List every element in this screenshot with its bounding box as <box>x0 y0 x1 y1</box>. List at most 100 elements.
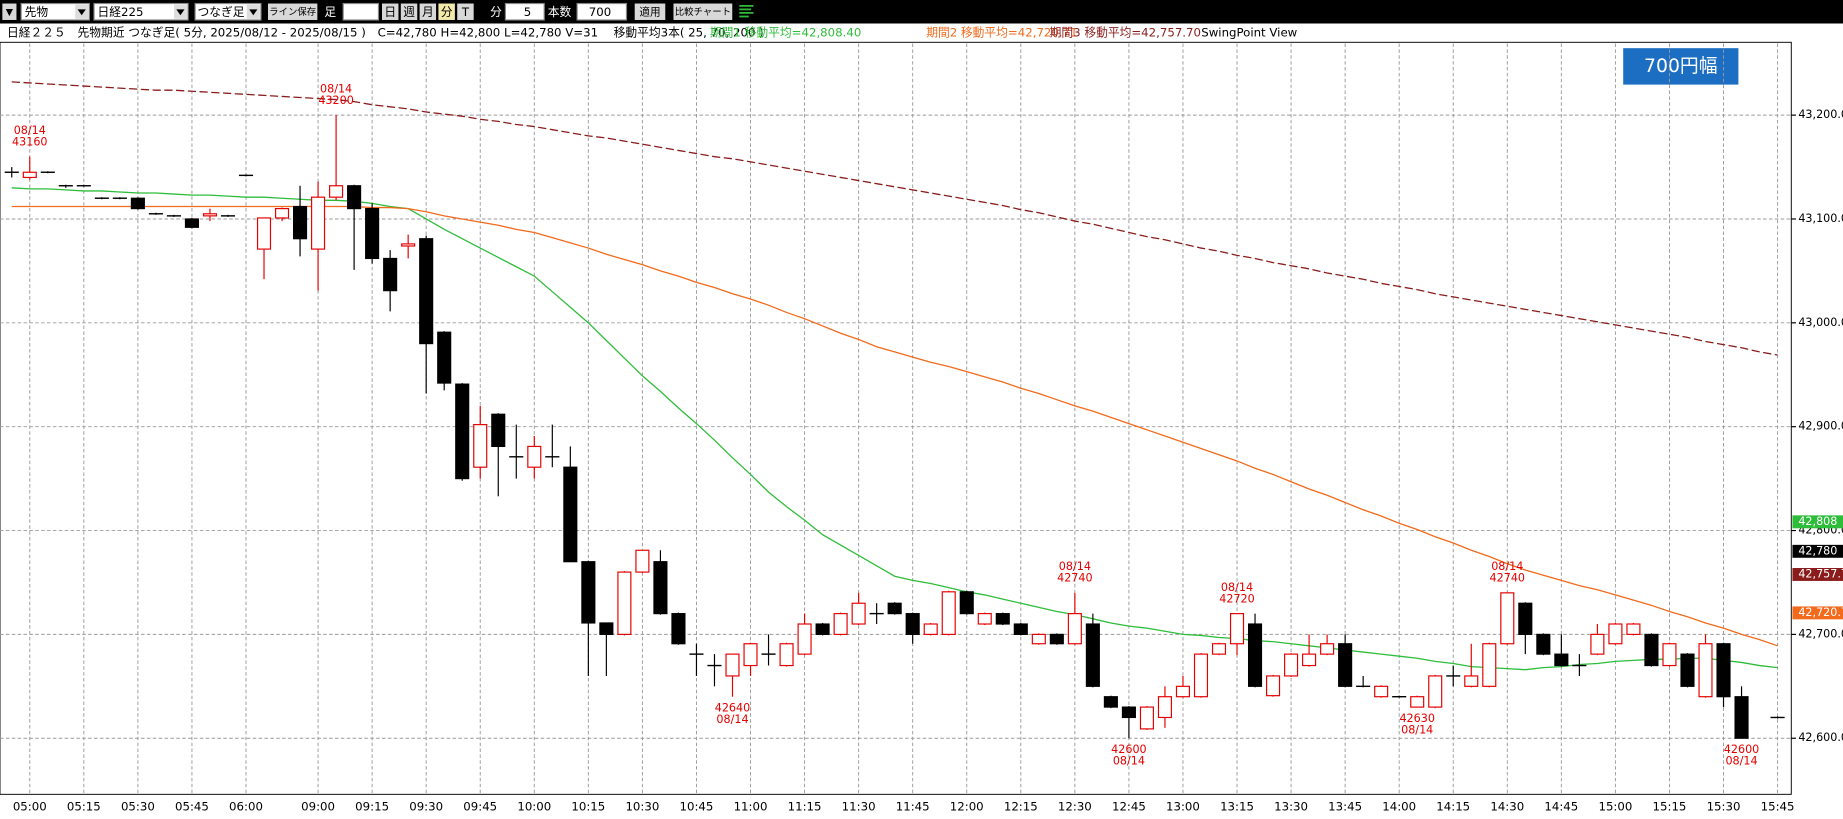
interval-input[interactable] <box>504 2 545 21</box>
legend-entry: 期間3 移動平均=42,757.70 <box>1050 25 1201 39</box>
candle <box>1446 665 1461 687</box>
candle-body <box>1121 706 1136 719</box>
period-button[interactable] <box>400 3 418 20</box>
candle <box>1374 685 1389 698</box>
apply-text: 適用 <box>639 5 660 18</box>
toolbar: ▼ 先物 日経225 つなぎ足 ライン保存 足 日 週 月 分 T 分 5 本数… <box>0 0 1843 24</box>
candle <box>1644 633 1659 667</box>
candle-body <box>1085 623 1100 687</box>
candle-body <box>1590 633 1605 655</box>
count-label: 本数 <box>548 5 572 19</box>
candle <box>491 413 506 497</box>
candle <box>833 612 848 636</box>
arrow-icon <box>249 9 258 16</box>
candle-body <box>599 622 614 635</box>
period-button[interactable] <box>419 3 437 20</box>
candle-body <box>1266 675 1281 697</box>
period-button-active[interactable] <box>438 3 455 20</box>
candle <box>1121 706 1136 739</box>
candle <box>1698 634 1713 698</box>
period-text: 分 <box>441 5 453 19</box>
period-button[interactable] <box>457 3 474 20</box>
candle <box>509 424 524 479</box>
swing-price: 42630 <box>1399 712 1435 725</box>
candle <box>1770 716 1785 719</box>
candle <box>419 235 434 394</box>
candle-body <box>455 383 470 480</box>
candle-body <box>1410 696 1425 708</box>
candle-body <box>1247 623 1263 687</box>
candle <box>94 197 109 200</box>
candle-body <box>851 602 866 625</box>
market-select[interactable] <box>20 2 90 21</box>
period-text: 月 <box>422 5 434 19</box>
bar-type-select[interactable] <box>194 2 262 21</box>
candle <box>166 214 181 217</box>
index-select[interactable] <box>93 2 189 21</box>
swing-price: 42740 <box>1490 572 1526 585</box>
candle <box>455 383 470 481</box>
swing-price: 42740 <box>1057 572 1093 585</box>
candle <box>1067 592 1082 645</box>
plot-frame <box>0 41 1792 795</box>
menu-button[interactable] <box>2 3 17 20</box>
x-tick-label: 09:15 <box>355 800 389 814</box>
y-tick-label: 43,200.0 <box>1798 108 1843 121</box>
candle-body <box>419 238 434 345</box>
candle <box>274 207 290 222</box>
candle-body <box>1608 623 1623 645</box>
x-tick-label: 10:00 <box>517 800 551 814</box>
candle <box>941 590 956 636</box>
ashi-input[interactable] <box>342 2 380 21</box>
candle <box>1193 653 1209 698</box>
candle-body <box>1049 633 1064 645</box>
candle-body <box>22 171 37 179</box>
candle <box>473 405 488 479</box>
candle <box>4 167 19 178</box>
candle <box>1500 592 1515 645</box>
period-text: 週 <box>403 5 415 19</box>
candle <box>1175 675 1191 698</box>
swing-price: 42640 <box>715 701 751 714</box>
compare-button[interactable] <box>673 3 733 20</box>
candle-body <box>274 208 290 219</box>
swing-price: 43200 <box>318 94 354 107</box>
candle-body <box>887 602 902 615</box>
candle-body <box>437 331 452 384</box>
candle-body <box>1554 653 1569 667</box>
period-button[interactable] <box>381 3 399 20</box>
swing-date: 08/14 <box>14 124 46 137</box>
count-input[interactable] <box>576 2 628 21</box>
x-tick-label: 05:15 <box>67 800 101 814</box>
menu-icon: ▼ <box>6 7 14 18</box>
candle-body <box>1374 685 1389 698</box>
swing-date: 08/14 <box>1113 755 1145 768</box>
x-tick-label: 14:30 <box>1490 800 1524 814</box>
candle-body <box>1698 643 1713 698</box>
candle <box>148 212 163 215</box>
candle-body <box>1500 592 1515 645</box>
apply-button[interactable] <box>634 3 666 20</box>
legend-entry: 期間1 移動平均=42,808.40 <box>710 25 861 39</box>
swing-price: 42600 <box>1111 743 1147 756</box>
ashi-label: 足 <box>324 5 336 19</box>
indicator-icon[interactable] <box>739 4 754 18</box>
save-button[interactable] <box>267 3 318 20</box>
candle-body <box>959 591 974 615</box>
x-tick-label: 10:30 <box>625 800 659 814</box>
candle <box>130 197 145 210</box>
candle <box>1139 706 1154 730</box>
period-text: 日 <box>384 5 396 19</box>
view-label: SwingPoint View <box>1201 25 1297 39</box>
swing-date: 08/14 <box>1725 755 1757 768</box>
candle <box>112 197 127 200</box>
candle <box>671 612 686 645</box>
count-value: 700 <box>589 5 611 19</box>
x-tick-label: 12:45 <box>1112 800 1146 814</box>
candle-body <box>1518 602 1533 635</box>
candle-body <box>130 197 145 210</box>
y-tick-label: 43,000.0 <box>1798 316 1843 329</box>
x-tick-label: 13:45 <box>1328 800 1362 814</box>
candle <box>76 184 91 187</box>
candle <box>1392 695 1407 698</box>
